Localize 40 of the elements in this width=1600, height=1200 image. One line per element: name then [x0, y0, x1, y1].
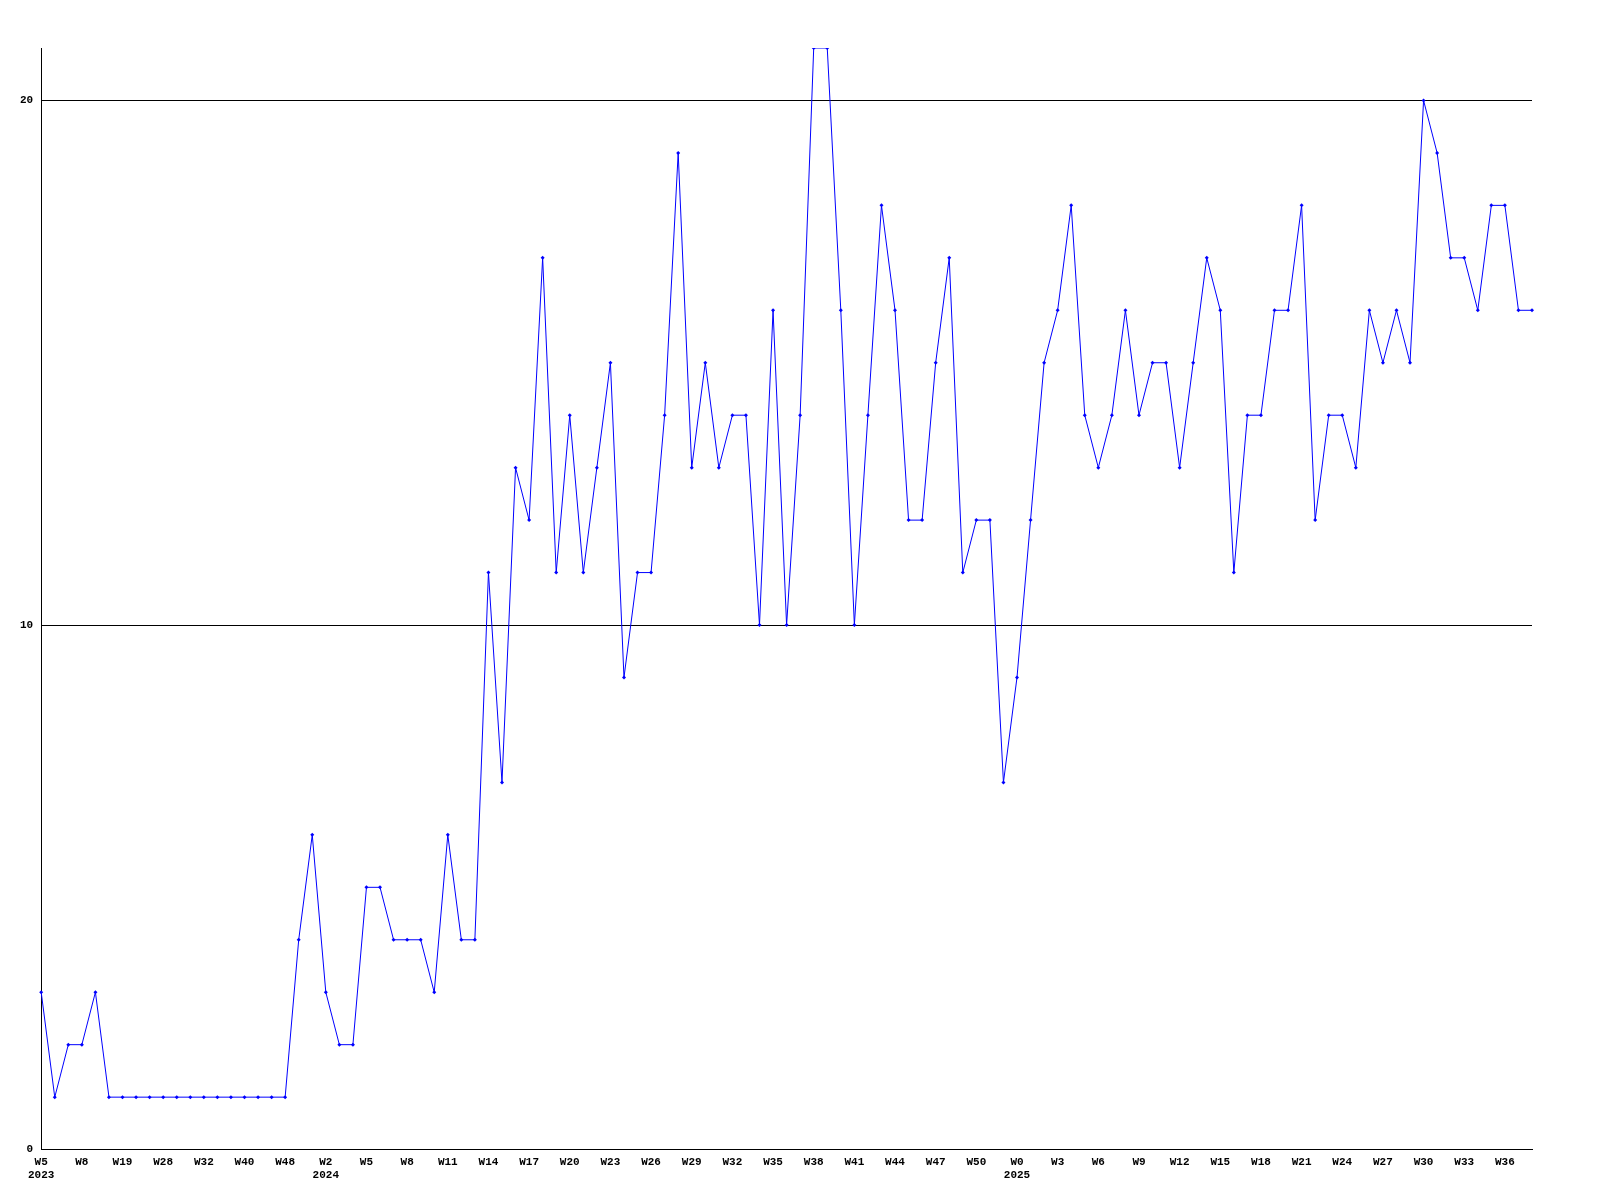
x-tick-label: W27 [1373, 1155, 1393, 1168]
x-tick-label: W11 [437, 1155, 459, 1168]
x-tick-label: W40 [234, 1155, 255, 1168]
x-tick-label: W19 [112, 1155, 133, 1168]
x-tick-label: W2 2024 [312, 1155, 340, 1182]
x-tick-label: W18 [1251, 1155, 1272, 1168]
x-tick-label: W38 [803, 1155, 824, 1168]
x-tick-label: W29 [681, 1155, 702, 1168]
x-tick-label: W50 [966, 1155, 987, 1168]
y-tick-label: 0 [26, 1143, 34, 1156]
x-tick-label: W48 [275, 1155, 296, 1168]
x-tick-label: W33 [1454, 1155, 1475, 1168]
x-tick-label: W15 [1210, 1155, 1231, 1168]
x-tick-label: W9 [1132, 1155, 1146, 1168]
y-tick-label: 10 [20, 618, 34, 631]
x-tick-label: W41 [844, 1155, 865, 1168]
x-tick-label: W35 [763, 1155, 784, 1168]
x-tick-label: W0 2025 [1003, 1155, 1031, 1182]
x-tick-label: W8 [400, 1155, 415, 1168]
x-tick-label: W5 2023 [28, 1155, 55, 1182]
y-tick-label: 20 [20, 94, 34, 107]
x-tick-label: W47 [925, 1155, 946, 1168]
x-tick-label: W32 [193, 1155, 214, 1168]
x-tick-label: W32 [722, 1155, 743, 1168]
x-tick-label: W26 [641, 1155, 661, 1168]
x-tick-label: W5 [359, 1155, 374, 1168]
x-tick-label: W28 [153, 1155, 174, 1168]
x-tick-label: W3 [1051, 1155, 1065, 1168]
x-tick-label: W12 [1169, 1155, 1190, 1168]
x-tick-label: W30 [1413, 1155, 1434, 1168]
x-tick-label: W6 [1091, 1155, 1105, 1168]
x-tick-label: W23 [600, 1155, 621, 1168]
x-tick-label: W20 [559, 1155, 580, 1168]
x-tick-label: W36 [1494, 1155, 1515, 1168]
x-tick-label: W21 [1291, 1155, 1312, 1168]
x-tick-label: W8 [75, 1155, 89, 1168]
x-tick-label: W24 [1332, 1155, 1353, 1168]
x-tick-label: W14 [478, 1155, 499, 1168]
x-tick-label: W44 [885, 1155, 906, 1168]
x-tick-label: W17 [519, 1155, 540, 1168]
